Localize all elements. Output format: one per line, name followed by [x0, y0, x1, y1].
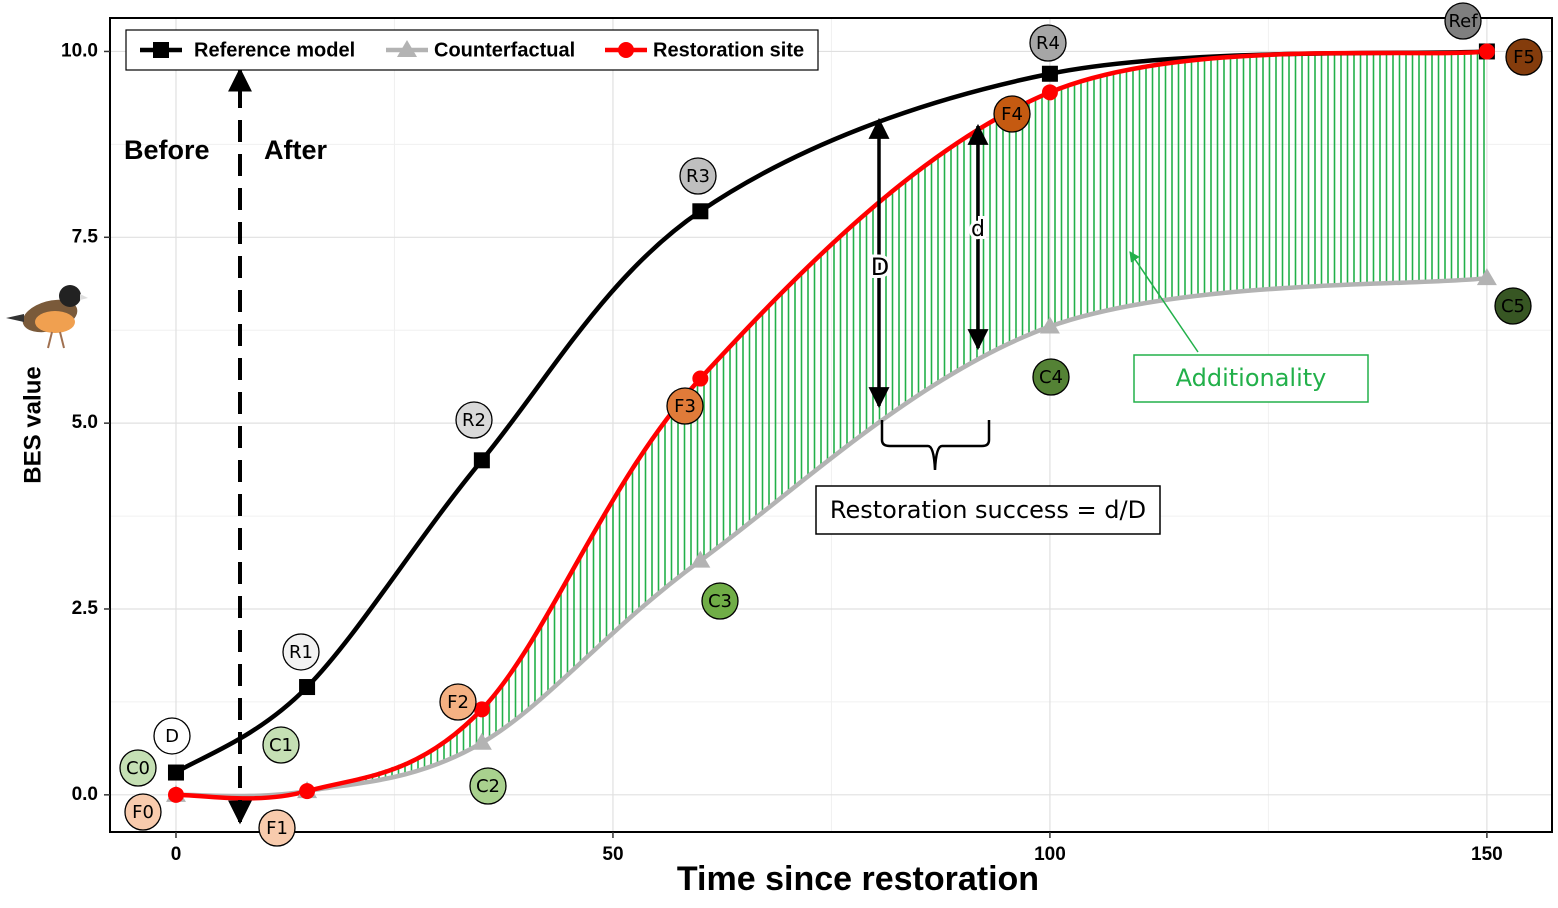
area-layer	[307, 51, 1487, 792]
label-bubble	[1494, 287, 1532, 325]
success-label: Restoration success = d/D	[830, 496, 1146, 524]
bird-icon	[6, 285, 88, 349]
lines-layer	[165, 43, 1497, 803]
label-text: F4	[1001, 104, 1023, 125]
label-text: C1	[269, 735, 293, 756]
point-marker	[299, 679, 316, 696]
legend-box	[125, 29, 819, 71]
label-bubble	[1505, 38, 1543, 76]
additionality-area	[307, 51, 1487, 792]
label-bubble	[679, 157, 717, 195]
after-label: After	[264, 135, 327, 165]
brace	[880, 420, 991, 471]
x-tick-label: 0	[171, 844, 182, 865]
legend-label: Restoration site	[653, 39, 804, 61]
point-marker	[1041, 65, 1058, 82]
label-bubble	[262, 726, 300, 764]
point-marker	[167, 786, 184, 803]
legend-label: Counterfactual	[434, 39, 575, 61]
x-tick-label: 100	[1034, 844, 1066, 865]
additionality-box	[1133, 354, 1369, 403]
label-bubble	[153, 717, 191, 755]
label-text: Ref	[1448, 11, 1478, 32]
label-text: F1	[266, 818, 288, 839]
x-tick-label: 150	[1471, 844, 1503, 865]
label-text: R2	[462, 410, 486, 431]
point-marker	[1041, 84, 1058, 101]
label-bubble	[469, 767, 507, 805]
small-d-label: d	[971, 217, 985, 242]
label-text: C5	[1501, 296, 1525, 317]
point-marker	[167, 764, 184, 781]
point-marker	[471, 732, 492, 750]
label-text: F2	[447, 692, 469, 713]
label-bubble	[124, 793, 162, 831]
x-tick-label: 50	[602, 844, 623, 865]
label-text: R4	[1036, 33, 1060, 54]
point-marker	[690, 550, 711, 568]
legend-label: Reference model	[194, 39, 355, 61]
label-bubble	[258, 809, 296, 847]
point-marker	[1478, 43, 1495, 60]
y-tick-label: 2.5	[72, 598, 99, 619]
legend-marker	[397, 40, 417, 57]
plot-frame	[109, 17, 1553, 833]
legend-marker	[153, 42, 169, 58]
legend: Reference model Counterfactual Restoration…	[125, 29, 819, 71]
point-marker	[1476, 268, 1497, 286]
label-text: F5	[1513, 47, 1535, 68]
label-text: C3	[708, 591, 732, 612]
label-bubble	[993, 95, 1031, 133]
label-bubble	[1029, 24, 1067, 62]
y-axis-title: BES value	[19, 366, 46, 483]
y-tick-label: 7.5	[72, 226, 99, 247]
y-tick-label: 5.0	[72, 412, 98, 433]
big-d-label: D	[871, 253, 889, 281]
y-tick-label: 10.0	[61, 40, 98, 61]
point-marker	[473, 452, 490, 469]
label-text: F3	[674, 396, 696, 417]
x-axis-title: Time since restoration	[677, 860, 1039, 898]
label-text: C2	[476, 776, 500, 797]
point-marker	[473, 701, 490, 718]
label-bubble	[1032, 358, 1070, 396]
label-bubble	[282, 633, 320, 671]
label-bubble	[666, 387, 704, 425]
label-text: C4	[1039, 367, 1063, 388]
label-text: R1	[289, 642, 313, 663]
label-bubble	[119, 749, 157, 787]
label-text: D	[165, 726, 179, 747]
y-tick-label: 0.0	[72, 784, 98, 805]
point-labels: D C0 F0 R1 C1 F1 R2 C2 F2 R3 C3 F3 R4 C4 F4 Ref F5 C5	[119, 2, 1543, 847]
label-bubble	[1444, 2, 1482, 40]
label-text: R3	[686, 166, 710, 187]
label-bubble	[701, 582, 739, 620]
label-bubble	[439, 683, 477, 721]
label-bubble	[455, 401, 493, 439]
point-marker	[1039, 316, 1060, 334]
point-marker	[692, 203, 709, 220]
legend-marker	[618, 42, 634, 58]
additionality-label: Additionality	[1176, 364, 1327, 392]
success-box	[815, 485, 1161, 535]
point-marker	[299, 783, 316, 800]
label-text: F0	[132, 802, 154, 823]
before-label: Before	[124, 135, 210, 165]
label-text: C0	[126, 758, 150, 779]
additionality-pointer	[1129, 251, 1199, 353]
point-marker	[692, 370, 709, 387]
